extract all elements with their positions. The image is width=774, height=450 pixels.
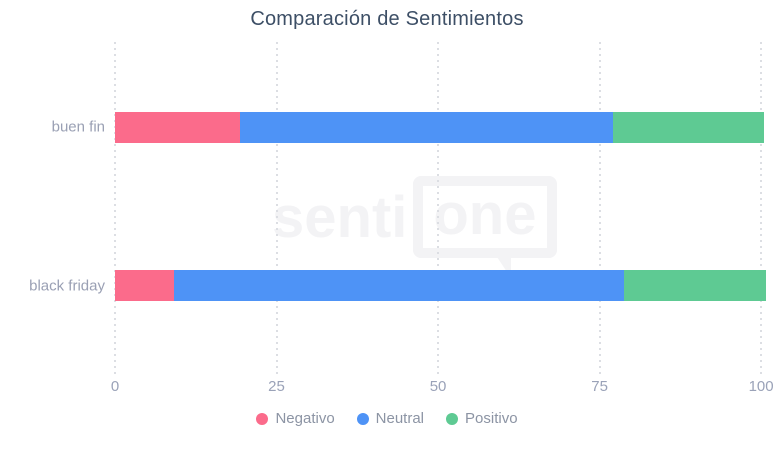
legend-item-neutral[interactable]: Neutral bbox=[356, 410, 425, 427]
legend-item-positivo[interactable]: Positivo bbox=[446, 410, 518, 427]
x-tick-label-100: 100 bbox=[748, 378, 774, 395]
plot-area bbox=[114, 42, 766, 378]
bar-segment-neutral-black-friday[interactable] bbox=[173, 270, 625, 302]
legend-label-neutral: Neutral bbox=[375, 410, 425, 427]
bar-segment-positivo-black-friday[interactable] bbox=[624, 270, 766, 302]
category-label-buen-fin: buen fin bbox=[51, 118, 105, 136]
gridline-25 bbox=[275, 42, 278, 378]
legend-dot-negativo bbox=[256, 412, 269, 425]
legend-item-negativo[interactable]: Negativo bbox=[256, 410, 335, 427]
bar-segment-negativo-black-friday[interactable] bbox=[115, 270, 174, 302]
bar-segment-negativo-buen-fin[interactable] bbox=[115, 111, 240, 143]
x-axis: 0 25 50 75 100 bbox=[111, 378, 774, 398]
watermark-bubble-text: one bbox=[433, 182, 537, 247]
gridline-100 bbox=[760, 42, 763, 378]
y-axis: buen fin black friday bbox=[0, 42, 107, 373]
legend-label-positivo: Positivo bbox=[465, 410, 518, 427]
legend-label-negativo: Negativo bbox=[275, 410, 335, 427]
watermark: senti one bbox=[272, 176, 557, 278]
bar-row-buen-fin bbox=[115, 111, 765, 143]
legend: Negativo Neutral Positivo bbox=[0, 410, 774, 427]
x-tick-label-25: 25 bbox=[268, 378, 285, 395]
watermark-text: senti bbox=[272, 184, 408, 250]
watermark-speech-bubble: one bbox=[413, 176, 557, 278]
gridline-0 bbox=[114, 42, 116, 378]
bar-segment-positivo-buen-fin[interactable] bbox=[613, 111, 765, 143]
category-label-black-friday: black friday bbox=[29, 277, 105, 295]
bar-row-black-friday bbox=[115, 270, 766, 302]
legend-dot-neutral bbox=[356, 412, 369, 425]
x-tick-label-75: 75 bbox=[591, 378, 608, 395]
gridline-50 bbox=[437, 42, 440, 378]
x-tick-label-50: 50 bbox=[429, 378, 447, 395]
bar-segment-neutral-buen-fin[interactable] bbox=[239, 111, 614, 143]
gridline-75 bbox=[598, 42, 601, 378]
legend-dot-positivo bbox=[446, 412, 459, 425]
chart-title: Comparación de Sentimientos bbox=[250, 8, 524, 30]
x-tick-label-0: 0 bbox=[110, 378, 120, 395]
